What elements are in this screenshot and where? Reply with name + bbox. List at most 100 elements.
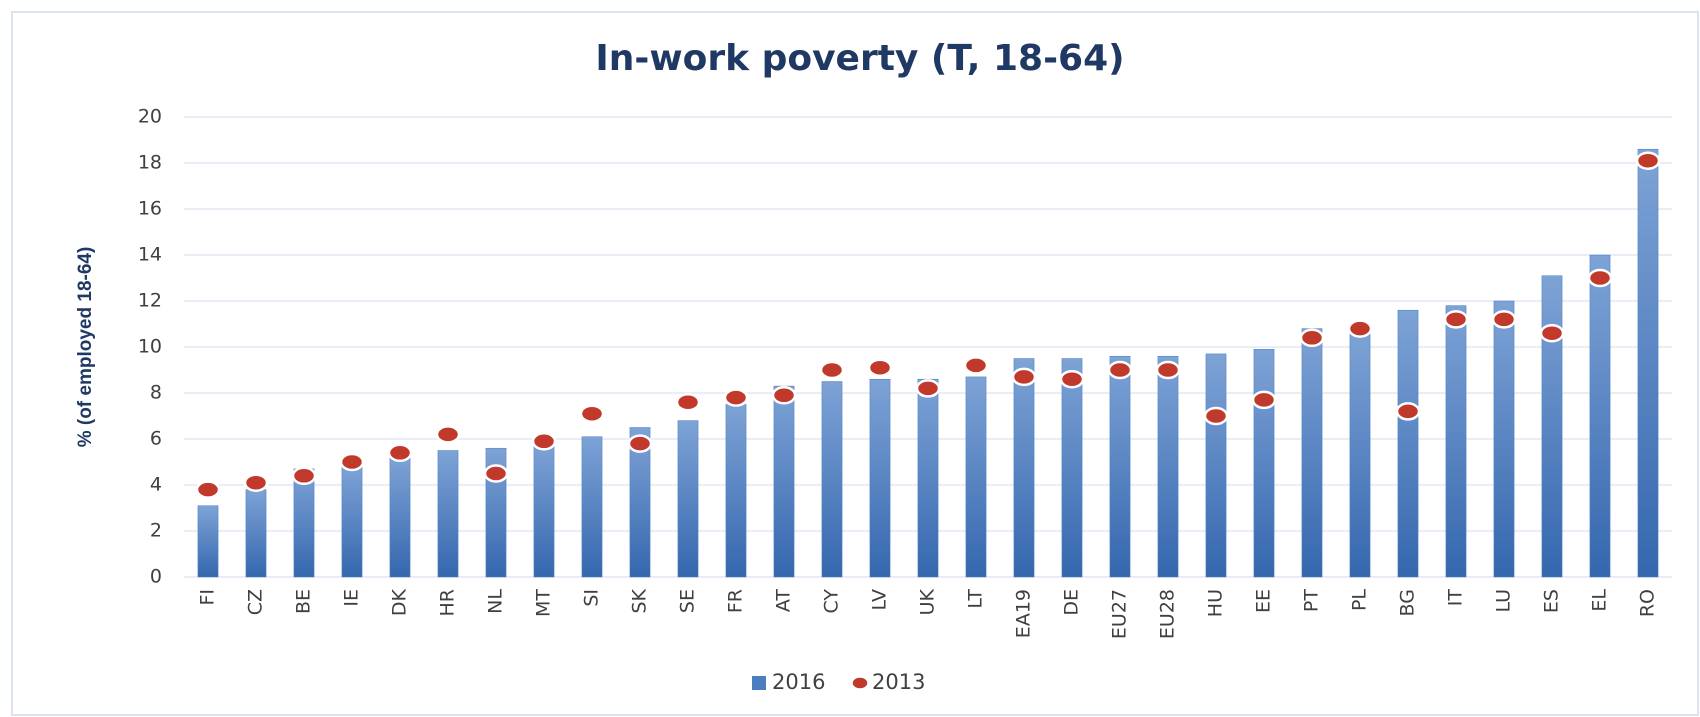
bar — [1301, 328, 1323, 578]
dot — [867, 358, 893, 377]
bar — [965, 376, 987, 578]
dot — [819, 360, 845, 380]
dot — [1587, 268, 1613, 288]
bar — [1061, 358, 1083, 578]
y-tick-label: 20 — [138, 106, 162, 128]
y-tick-label: 0 — [150, 566, 162, 588]
x-tick-label: EA19 — [1013, 589, 1035, 638]
dot — [771, 386, 797, 405]
dot — [1299, 328, 1325, 348]
dot — [195, 480, 221, 499]
x-tick-label: RO — [1637, 589, 1659, 617]
x-tick-label: EU28 — [1157, 589, 1179, 639]
bar — [821, 381, 843, 578]
y-tick-label: 12 — [138, 290, 162, 312]
dot — [675, 392, 701, 412]
x-tick-label: SK — [629, 588, 651, 613]
bar — [1397, 309, 1419, 578]
x-tick-label: ES — [1541, 589, 1563, 613]
frame — [11, 11, 1699, 716]
dot — [723, 388, 749, 407]
bar — [1157, 355, 1179, 578]
x-tick-label: EL — [1589, 589, 1611, 612]
bar — [773, 385, 795, 578]
dot — [963, 356, 989, 375]
bar — [629, 427, 651, 578]
x-tick-label: LT — [965, 589, 987, 609]
dot — [1203, 406, 1229, 426]
dot — [435, 425, 461, 444]
x-tick-label: PL — [1349, 589, 1371, 611]
legend-swatch — [851, 676, 869, 690]
x-tick-label: BG — [1397, 589, 1419, 616]
y-tick-label: 18 — [138, 152, 162, 174]
dot — [243, 473, 269, 492]
bar — [677, 420, 699, 578]
chart-title: In-work poverty (T, 18-64) — [595, 38, 1124, 79]
dot — [291, 466, 317, 486]
bar — [437, 450, 459, 578]
y-tick-label: 10 — [138, 336, 162, 358]
bar — [1589, 254, 1611, 578]
dot — [1107, 360, 1133, 380]
dot — [339, 452, 365, 472]
x-tick-label: HU — [1205, 589, 1227, 617]
y-tick-label: 2 — [150, 520, 162, 542]
x-tick-label: IT — [1445, 589, 1467, 607]
y-tick-label: 4 — [150, 474, 162, 496]
dot — [627, 434, 653, 453]
x-tick-label: SI — [581, 589, 603, 607]
x-tick-label: SE — [677, 589, 699, 613]
bar — [197, 505, 219, 578]
x-tick-label: CY — [821, 589, 843, 614]
x-tick-label: NL — [485, 589, 507, 614]
x-tick-label: LV — [869, 589, 891, 611]
y-tick-label: 14 — [138, 244, 162, 266]
bar — [1109, 355, 1131, 578]
x-tick-label: UK — [917, 588, 939, 615]
dot — [1251, 390, 1277, 410]
bar — [245, 489, 267, 578]
y-tick-label: 16 — [138, 198, 162, 220]
dot — [1395, 402, 1421, 421]
bar — [581, 436, 603, 578]
y-tick-label: 8 — [150, 382, 162, 404]
dot — [1011, 367, 1037, 387]
x-tick-label: HR — [437, 589, 459, 617]
bar — [341, 466, 363, 578]
x-tick-label: PT — [1301, 589, 1323, 612]
x-tick-label: LU — [1493, 589, 1515, 613]
dot — [1059, 369, 1085, 389]
x-tick-label: EU27 — [1109, 589, 1131, 639]
dot — [1539, 323, 1565, 343]
dot — [1443, 310, 1469, 329]
bar — [1493, 300, 1515, 578]
x-tick-label: DK — [389, 588, 411, 616]
bar — [917, 378, 939, 578]
bar — [1349, 332, 1371, 578]
y-axis-label: % (of employed 18-64) — [75, 247, 96, 448]
dot — [483, 464, 509, 483]
dot — [915, 379, 941, 398]
legend-label: 2016 — [772, 670, 825, 694]
x-tick-label: IE — [341, 589, 363, 607]
x-tick-label: DE — [1061, 589, 1083, 616]
bar — [1637, 148, 1659, 578]
y-tick-label: 6 — [150, 428, 162, 450]
bar — [533, 445, 555, 578]
dot — [1491, 310, 1517, 329]
dot — [579, 404, 605, 423]
dot — [387, 443, 413, 463]
legend-label: 2013 — [872, 670, 925, 694]
dot — [1155, 360, 1181, 380]
bar — [389, 457, 411, 578]
dot — [1635, 151, 1661, 170]
dot — [1347, 319, 1373, 338]
bar — [725, 404, 747, 578]
bar — [869, 378, 891, 578]
x-tick-label: AT — [773, 589, 795, 613]
dot — [531, 432, 557, 451]
x-tick-label: MT — [533, 589, 555, 617]
legend-swatch — [752, 676, 766, 690]
